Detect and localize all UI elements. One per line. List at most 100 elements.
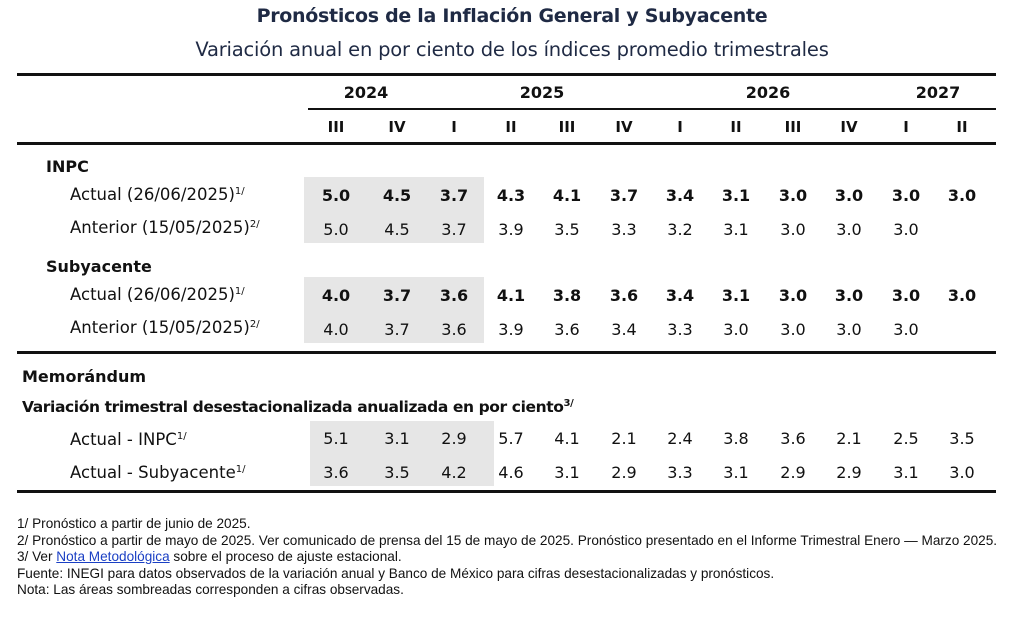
table-cell: 2.5 [893, 429, 919, 448]
table-cell: 3.0 [780, 320, 806, 339]
table-cell: 3.0 [947, 286, 977, 305]
table-cell: 5.0 [323, 220, 349, 239]
quarter-header: IV [615, 118, 633, 136]
table-cell: 3.6 [554, 320, 580, 339]
table-cell: 3.8 [552, 286, 582, 305]
table-cell: 3.3 [667, 320, 693, 339]
table-cell: 3.6 [780, 429, 806, 448]
nota-metodologica-link[interactable]: Nota Metodológica [56, 549, 170, 565]
table-cell: 2.1 [611, 429, 637, 448]
top-rule [17, 73, 996, 76]
table-cell: 4.2 [441, 463, 467, 482]
row-label-subyacente-anterior: Anterior (15/05/2025)2/ [70, 318, 260, 337]
table-cell: 4.0 [323, 320, 349, 339]
table-cell: 4.0 [321, 286, 351, 305]
table-cell: 3.0 [891, 186, 921, 205]
table-cell: 3.1 [384, 429, 410, 448]
footnote-3: 3/ Ver Nota Metodológica sobre el proces… [17, 549, 402, 565]
table-cell: 3.0 [947, 186, 977, 205]
quarter-header: II [505, 118, 517, 136]
year-header: 2025 [519, 83, 565, 102]
section-sublabel-memorandum: Variación trimestral desestacionalizada … [22, 398, 574, 416]
quarter-header: I [677, 118, 683, 136]
table-cell: 3.7 [609, 186, 639, 205]
table-cell: 3.2 [667, 220, 693, 239]
table-cell: 2.4 [667, 429, 693, 448]
table-cell: 4.6 [498, 463, 524, 482]
table-cell: 3.4 [665, 186, 695, 205]
quarter-header: III [327, 118, 345, 136]
table-cell: 3.6 [609, 286, 639, 305]
table-cell: 3.0 [949, 463, 975, 482]
row-label-memo-inpc: Actual - INPC1/ [70, 430, 187, 449]
table-cell: 3.1 [721, 186, 751, 205]
table-cell: 3.0 [723, 320, 749, 339]
table-cell: 4.3 [496, 186, 526, 205]
year-header: 2026 [745, 83, 791, 102]
section-label-subyacente: Subyacente [46, 257, 152, 276]
row-label-inpc-anterior: Anterior (15/05/2025)2/ [70, 218, 260, 237]
table-cell: 3.0 [778, 186, 808, 205]
table-cell: 2.9 [836, 463, 862, 482]
footnote-2: 2/ Pronóstico a partir de mayo de 2025. … [17, 532, 998, 548]
row-label-subyacente-actual: Actual (26/06/2025)1/ [70, 285, 245, 304]
table-cell: 3.8 [723, 429, 749, 448]
table-cell: 3.6 [439, 286, 469, 305]
footnotes: 1/ Pronóstico a partir de junio de 2025.… [17, 516, 1007, 599]
table-cell: 3.0 [893, 320, 919, 339]
table-cell: 3.0 [780, 220, 806, 239]
table-cell: 3.5 [554, 220, 580, 239]
table-cell: 2.9 [441, 429, 467, 448]
year-header: 2024 [343, 83, 389, 102]
quarter-header: II [956, 118, 968, 136]
quarter-header: IV [840, 118, 858, 136]
table-cell: 3.5 [384, 463, 410, 482]
table-cell: 2.1 [836, 429, 862, 448]
table-cell: 3.9 [498, 220, 524, 239]
row-label-memo-subyacente: Actual - Subyacente1/ [70, 463, 246, 482]
table-cell: 3.3 [667, 463, 693, 482]
table-cell: 3.1 [723, 220, 749, 239]
table-cell: 4.5 [382, 186, 412, 205]
table-cell: 3.9 [498, 320, 524, 339]
row-label-inpc-actual: Actual (26/06/2025)1/ [70, 185, 245, 204]
table-cell: 3.0 [836, 220, 862, 239]
table-cell: 3.0 [778, 286, 808, 305]
table-cell: 5.1 [323, 429, 349, 448]
table-cell: 4.1 [496, 286, 526, 305]
section-label-memorandum: Memorándum [22, 367, 147, 386]
table-cell: 3.1 [721, 286, 751, 305]
year-header: 2027 [915, 83, 961, 102]
table-cell: 3.3 [611, 220, 637, 239]
table-cell: 3.6 [323, 463, 349, 482]
table-cell: 5.7 [498, 429, 524, 448]
table-cell: 3.4 [611, 320, 637, 339]
table-cell: 3.7 [441, 220, 467, 239]
section-label-inpc: INPC [46, 157, 89, 176]
observed-shade-memorandum [310, 421, 494, 486]
table-cell: 3.7 [439, 186, 469, 205]
table-cell: 3.7 [382, 286, 412, 305]
header-bottom-rule [17, 142, 996, 145]
quarter-header: I [451, 118, 457, 136]
page-title: Pronósticos de la Inflación General y Su… [256, 5, 768, 27]
table-cell: 3.6 [441, 320, 467, 339]
table-cell: 3.4 [665, 286, 695, 305]
table-cell: 2.9 [780, 463, 806, 482]
quarter-header: IV [388, 118, 406, 136]
footnote-note: Nota: Las áreas sombreadas corresponden … [17, 582, 404, 598]
table-bottom-rule [17, 490, 996, 493]
table-cell: 2.9 [611, 463, 637, 482]
quarter-header: III [558, 118, 576, 136]
table-cell: 3.1 [723, 463, 749, 482]
table-cell: 3.0 [836, 320, 862, 339]
table-cell: 5.0 [321, 186, 351, 205]
table-cell: 3.0 [893, 220, 919, 239]
year-underline [308, 108, 996, 110]
table-cell: 3.7 [384, 320, 410, 339]
observed-shade-subyacente [304, 277, 484, 343]
footnote-source: Fuente: INEGI para datos observados de l… [17, 565, 775, 581]
table-cell: 3.5 [949, 429, 975, 448]
table-cell: 3.0 [891, 286, 921, 305]
memorandum-top-rule [17, 351, 996, 354]
